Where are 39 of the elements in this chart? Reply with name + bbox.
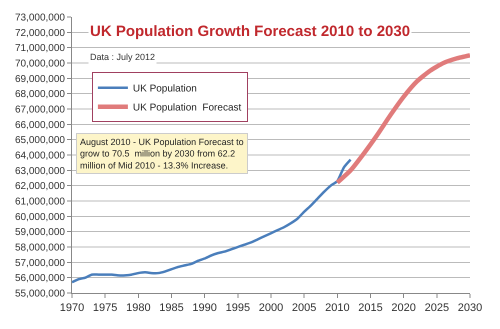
y-tick-label: 64,000,000 xyxy=(14,150,66,162)
y-tick-label: 59,000,000 xyxy=(14,227,66,238)
y-tick-label: 73,000,000 xyxy=(14,12,66,24)
chart-title: UK Population Growth Forecast 2010 to 2030 xyxy=(90,23,410,40)
x-tick-label: 1985 xyxy=(159,302,184,314)
y-tick-label: 62,000,000 xyxy=(14,181,66,192)
y-tick-label: 70,000,000 xyxy=(14,58,66,70)
y-tick-label: 66,000,000 xyxy=(14,120,66,131)
x-tick-label: 2005 xyxy=(292,302,316,314)
y-tick-label: 55,000,000 xyxy=(14,288,66,300)
x-tick-label: 1990 xyxy=(192,302,217,314)
x-tick-label: 2010 xyxy=(325,302,350,314)
annotation: August 2010 - UK Population Forecast to grow to 70.5 million by 2030 from 62.2 million of Mid 2010 - 13.3% Increase. xyxy=(80,137,244,170)
y-tick-label: 56,000,000 xyxy=(14,273,66,284)
x-tick-label: 2000 xyxy=(258,302,284,314)
x-tick-label: 2015 xyxy=(358,302,383,314)
text: Data : July 2012 xyxy=(90,52,156,62)
x-tick-label: 1995 xyxy=(226,302,250,314)
y-tick-label: 68,000,000 xyxy=(14,89,66,100)
x-tick-label: 2025 xyxy=(424,302,450,314)
x-tick-label: 1970 xyxy=(60,302,84,314)
y-tick-label: 72,000,000 xyxy=(14,28,66,39)
y-tick-label: 58,000,000 xyxy=(14,242,66,254)
x-tick-label: 1975 xyxy=(92,302,118,314)
x-tick-label: 1980 xyxy=(126,302,151,314)
y-tick-label: 65,000,000 xyxy=(14,135,66,146)
y-tick-label: 60,000,000 xyxy=(14,212,66,223)
legend-label: UK Population Forecast xyxy=(132,102,242,114)
x-tick-label: 2020 xyxy=(391,302,416,314)
y-tick-label: 57,000,000 xyxy=(14,258,66,269)
legend-label: UK Population xyxy=(132,84,197,95)
y-tick-label: 69,000,000 xyxy=(14,74,66,85)
line-series xyxy=(335,53,470,185)
line-series xyxy=(72,158,352,284)
y-tick-label: 71,000,000 xyxy=(14,43,66,54)
x-tick-label: 2030 xyxy=(458,302,482,314)
y-tick-label: 61,000,000 xyxy=(14,196,66,208)
y-tick-label: 67,000,000 xyxy=(14,104,66,116)
y-tick-label: 63,000,000 xyxy=(14,166,66,177)
